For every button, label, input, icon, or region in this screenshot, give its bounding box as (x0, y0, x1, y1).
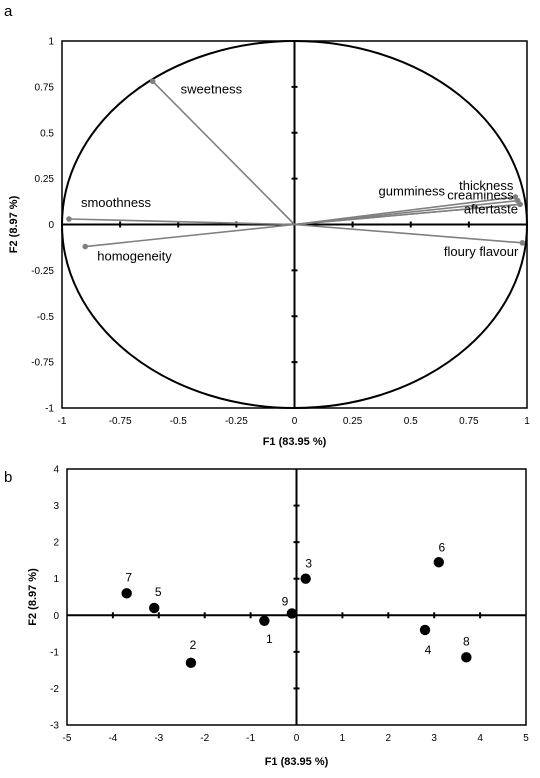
panel-a-y-tick-label: 0 (48, 220, 54, 231)
observation-points: 1 2 3 4 5 6 7 8 9 (121, 540, 472, 669)
vector-label-aftertaste: aftertaste (464, 201, 518, 216)
panel-a-y-axis-label: F2 (8.97 %) (8, 195, 20, 253)
vector-label-homogeneity: homogeneity (97, 249, 172, 264)
panel-a-y-tick-label: 1 (48, 37, 54, 48)
panel-b-y-tick-label: 4 (53, 465, 59, 476)
panel-a-y-tick-label: 0.25 (35, 174, 55, 185)
vector-tip-sweetness (149, 78, 156, 85)
vector-tip-homogeneity (82, 243, 89, 250)
panel-a-x-tick-label: 0.5 (404, 416, 418, 427)
observation-label-5: 5 (155, 585, 162, 599)
panel-a-y-tick-label: -1 (45, 404, 54, 415)
panel-b-x-tick-label: 2 (386, 733, 392, 744)
vector-label-smoothness: smoothness (81, 195, 152, 210)
observation-point-2 (185, 657, 197, 669)
vector-tip-smoothness (66, 216, 72, 222)
vector-floury-flavour (294, 223, 523, 244)
observation-label-4: 4 (425, 643, 432, 657)
panel-a-x-tick-label: 0.25 (343, 416, 363, 427)
panel-b-y-tick-label: 0 (53, 611, 59, 622)
panel-b-label: b (4, 469, 12, 486)
panel-a-x-axis-label: F1 (83.95 %) (263, 436, 327, 448)
panel-b-x-tick-label: -2 (200, 733, 209, 744)
panel-b-y-tick-label: 3 (53, 501, 59, 512)
observation-label-2: 2 (190, 638, 197, 652)
observation-point-6 (433, 557, 444, 568)
vector-label-thickness: thickness (459, 178, 514, 193)
observation-point-4 (419, 624, 431, 636)
observation-point-9 (286, 608, 298, 619)
panel-b-y-tick-label: -3 (50, 721, 59, 732)
panel-a-x-tick-label: -1 (58, 416, 67, 427)
vector-smoothness (68, 218, 295, 226)
panel-a-tick-labels: -1 -0.75 -0.5 -0.25 0 0.25 0.5 0.75 1 1 0.75 0.5 0.2… (31, 37, 530, 428)
panel-b-x-tick-label: -5 (63, 733, 72, 744)
correlation-circle (61, 40, 528, 409)
panel-b-x-tick-label: 3 (431, 733, 437, 744)
vector-sweetness (152, 80, 296, 226)
panel-a-label: a (4, 3, 13, 20)
observation-point-3 (300, 573, 311, 584)
panel-a-x-tick-label: 0.75 (459, 416, 479, 427)
panel-a-y-tick-label: -0.25 (31, 266, 54, 277)
vector-tip-floury-flavour (519, 240, 526, 246)
observation-label-1: 1 (266, 632, 273, 646)
vector-label-sweetness: sweetness (181, 81, 243, 96)
panel-a-y-tick-label: -0.5 (37, 312, 55, 323)
vector-label-creaminess: creaminess (447, 188, 514, 203)
panel-a-y-tick-label: 0.75 (35, 82, 55, 93)
panel-b-y-tick-label: -1 (50, 647, 59, 658)
panel-b-zero-axes (67, 469, 526, 725)
panel-b-x-axis-label: F1 (83.95 %) (265, 756, 329, 768)
panel-b-x-tick-label: 5 (523, 733, 529, 744)
panel-a: a -1 -0.75 -0.5 -0.25 0 0.25 0.5 0.75 1 1 0.75 0.5 0… (4, 3, 530, 448)
observation-label-6: 6 (438, 540, 445, 554)
observation-label-9: 9 (282, 594, 289, 608)
observation-label-8: 8 (463, 634, 470, 648)
observation-point-5 (149, 602, 160, 614)
panel-b-x-tick-label: 0 (294, 733, 300, 744)
panel-b-tick-labels: -5 -4 -3 -2 -1 0 1 2 3 4 5 4 3 2 1 0 -1 -2 -3 (50, 465, 529, 745)
panel-a-x-tick-label: -0.25 (225, 416, 248, 427)
vector-tip-aftertaste (517, 201, 523, 208)
observation-label-7: 7 (125, 570, 132, 584)
panel-a-x-tick-label: -0.5 (170, 416, 188, 427)
panel-a-y-tick-label: 0.5 (40, 128, 54, 139)
panel-b-y-axis-label: F2 (8.97 %) (27, 568, 39, 626)
observation-label-3: 3 (305, 557, 312, 571)
panel-b-y-tick-label: 2 (53, 538, 59, 549)
panel-b-x-tick-label: -3 (154, 733, 163, 744)
panel-a-x-tick-label: 0 (292, 416, 298, 427)
panel-a-x-tick-label: 1 (524, 416, 530, 427)
panel-b-x-tick-label: -4 (108, 733, 117, 744)
vector-aftertaste (294, 203, 521, 226)
observation-point-7 (121, 588, 132, 599)
panel-a-x-tick-label: -0.75 (109, 416, 132, 427)
vector-label-floury-flavour: floury flavour (444, 244, 519, 259)
variable-vectors: sweetness smoothness homogeneity thicknessc… (66, 78, 526, 264)
panel-b-y-tick-label: -2 (50, 684, 59, 695)
vector-homogeneity (85, 223, 295, 248)
observation-point-8 (461, 652, 472, 663)
panel-b-x-tick-label: 1 (340, 733, 346, 744)
panel-a-y-tick-label: -0.75 (31, 358, 54, 369)
observation-point-1 (259, 615, 270, 626)
panel-b-x-tick-label: -1 (246, 733, 255, 744)
panel-b-x-tick-label: 4 (477, 733, 483, 744)
panel-b-y-tick-label: 1 (53, 574, 59, 585)
vector-label-gumminess: gumminess (379, 183, 446, 198)
